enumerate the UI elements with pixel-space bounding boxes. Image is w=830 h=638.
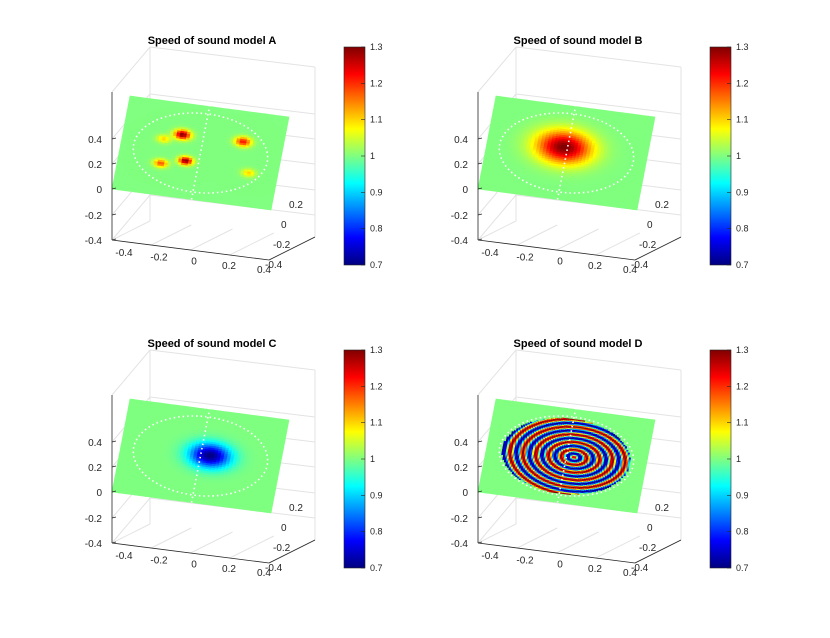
chart-title: Speed of sound model B — [514, 35, 643, 47]
x-tick-label: -0.4 — [481, 248, 499, 259]
surface-cell — [551, 103, 556, 107]
colorbar-tick-label: 0.9 — [370, 187, 383, 197]
subplot-a: Speed of sound model A0.40.20-0.2-0.4-0.… — [85, 35, 383, 276]
x-tick-label: 0 — [191, 257, 197, 268]
colorbar-tick-label: 1.3 — [370, 42, 383, 52]
colorbar-tick-label: 1.2 — [736, 78, 749, 88]
surface-cell — [132, 96, 137, 100]
z-tick-label: -0.2 — [85, 211, 103, 222]
surface-cell — [265, 113, 270, 117]
colorbar-tick-label: 1.1 — [370, 115, 383, 125]
y-tick-label: 0 — [281, 220, 287, 231]
surface — [111, 398, 290, 514]
grid-line — [149, 93, 316, 115]
colorbar-tick-label: 1 — [370, 151, 375, 161]
grid-line — [111, 523, 151, 544]
surface-cell — [238, 110, 243, 114]
subplot-b: Speed of sound model B0.40.20-0.2-0.4-0.… — [451, 35, 749, 276]
grid-line — [477, 194, 517, 241]
colorbar-tick-label: 1 — [736, 151, 741, 161]
grid-line — [190, 531, 233, 554]
y-tick-label: 0 — [647, 220, 653, 231]
x-tick-label: 0.2 — [222, 261, 236, 272]
surface-cell — [185, 103, 190, 107]
y-tick-label: -0.2 — [273, 240, 291, 251]
z-tick-label: 0 — [96, 185, 102, 196]
surface-cell — [578, 106, 583, 110]
colorbar-tick-label: 1.2 — [370, 78, 383, 88]
surface-cell — [159, 99, 164, 103]
y-tick-label: -0.2 — [639, 240, 657, 251]
grid-line — [111, 46, 151, 93]
y-tick-label: 0.2 — [289, 200, 303, 211]
grid-line — [151, 224, 192, 246]
grid-line — [229, 232, 274, 256]
colorbar-tick-label: 0.8 — [736, 224, 749, 234]
x-tick-label: 0 — [557, 257, 563, 268]
surface — [111, 95, 290, 211]
grid-line — [149, 46, 316, 68]
grid-line — [190, 228, 233, 251]
grid-line — [477, 46, 517, 93]
colorbar-tick-label: 1.1 — [736, 115, 749, 125]
x-tick-label: -0.2 — [516, 252, 534, 263]
grid-line — [477, 220, 517, 241]
colorbar-tick-label: 0.7 — [736, 260, 749, 270]
surface — [477, 95, 656, 211]
grid-line — [111, 194, 151, 241]
grid-line — [111, 497, 151, 544]
z-tick-label: -0.2 — [451, 211, 469, 222]
z-tick-label: -0.4 — [451, 236, 469, 247]
surface-cell — [604, 110, 609, 114]
y-tick-label: -0.4 — [265, 260, 283, 271]
z-tick-label: 0.2 — [88, 160, 102, 171]
z-tick-label: 0.4 — [454, 135, 468, 146]
z-tick-label: 0.4 — [88, 135, 102, 146]
surface-cell — [212, 106, 217, 110]
colorbar-tick-label: 0.7 — [370, 260, 383, 270]
grid-line — [151, 527, 192, 549]
grid-line — [111, 220, 151, 241]
x-tick-label: -0.2 — [150, 252, 168, 263]
z-tick-label: 0.2 — [454, 160, 468, 171]
y-tick-label: 0.2 — [655, 200, 669, 211]
y-tick-label: -0.4 — [631, 260, 649, 271]
surface-cell — [631, 113, 636, 117]
surface-cell — [498, 96, 503, 100]
grid-line — [229, 535, 274, 559]
grid-line — [556, 228, 599, 251]
colorbar-tick-label: 1.3 — [736, 42, 749, 52]
z-tick-label: 0 — [462, 185, 468, 196]
surface-cell — [525, 99, 530, 103]
grid-line — [111, 349, 151, 396]
grid-line — [595, 232, 640, 256]
x-tick-label: -0.4 — [115, 248, 133, 259]
colorbar-tick-label: 0.8 — [370, 224, 383, 234]
z-tick-label: -0.4 — [85, 236, 103, 247]
surface-cell — [650, 116, 656, 120]
colorbar-tick-label: 0.9 — [736, 187, 749, 197]
surface-cell — [132, 399, 137, 403]
chart-title: Speed of sound model A — [148, 35, 277, 47]
grid-line — [149, 349, 316, 371]
surface-cell — [284, 116, 290, 120]
grid-line — [517, 224, 558, 246]
x-tick-label: 0.2 — [588, 261, 602, 272]
grid-line — [515, 46, 682, 68]
subplot-c: Speed of sound model C0.40.20-0.2-0.4-0.… — [85, 338, 383, 579]
